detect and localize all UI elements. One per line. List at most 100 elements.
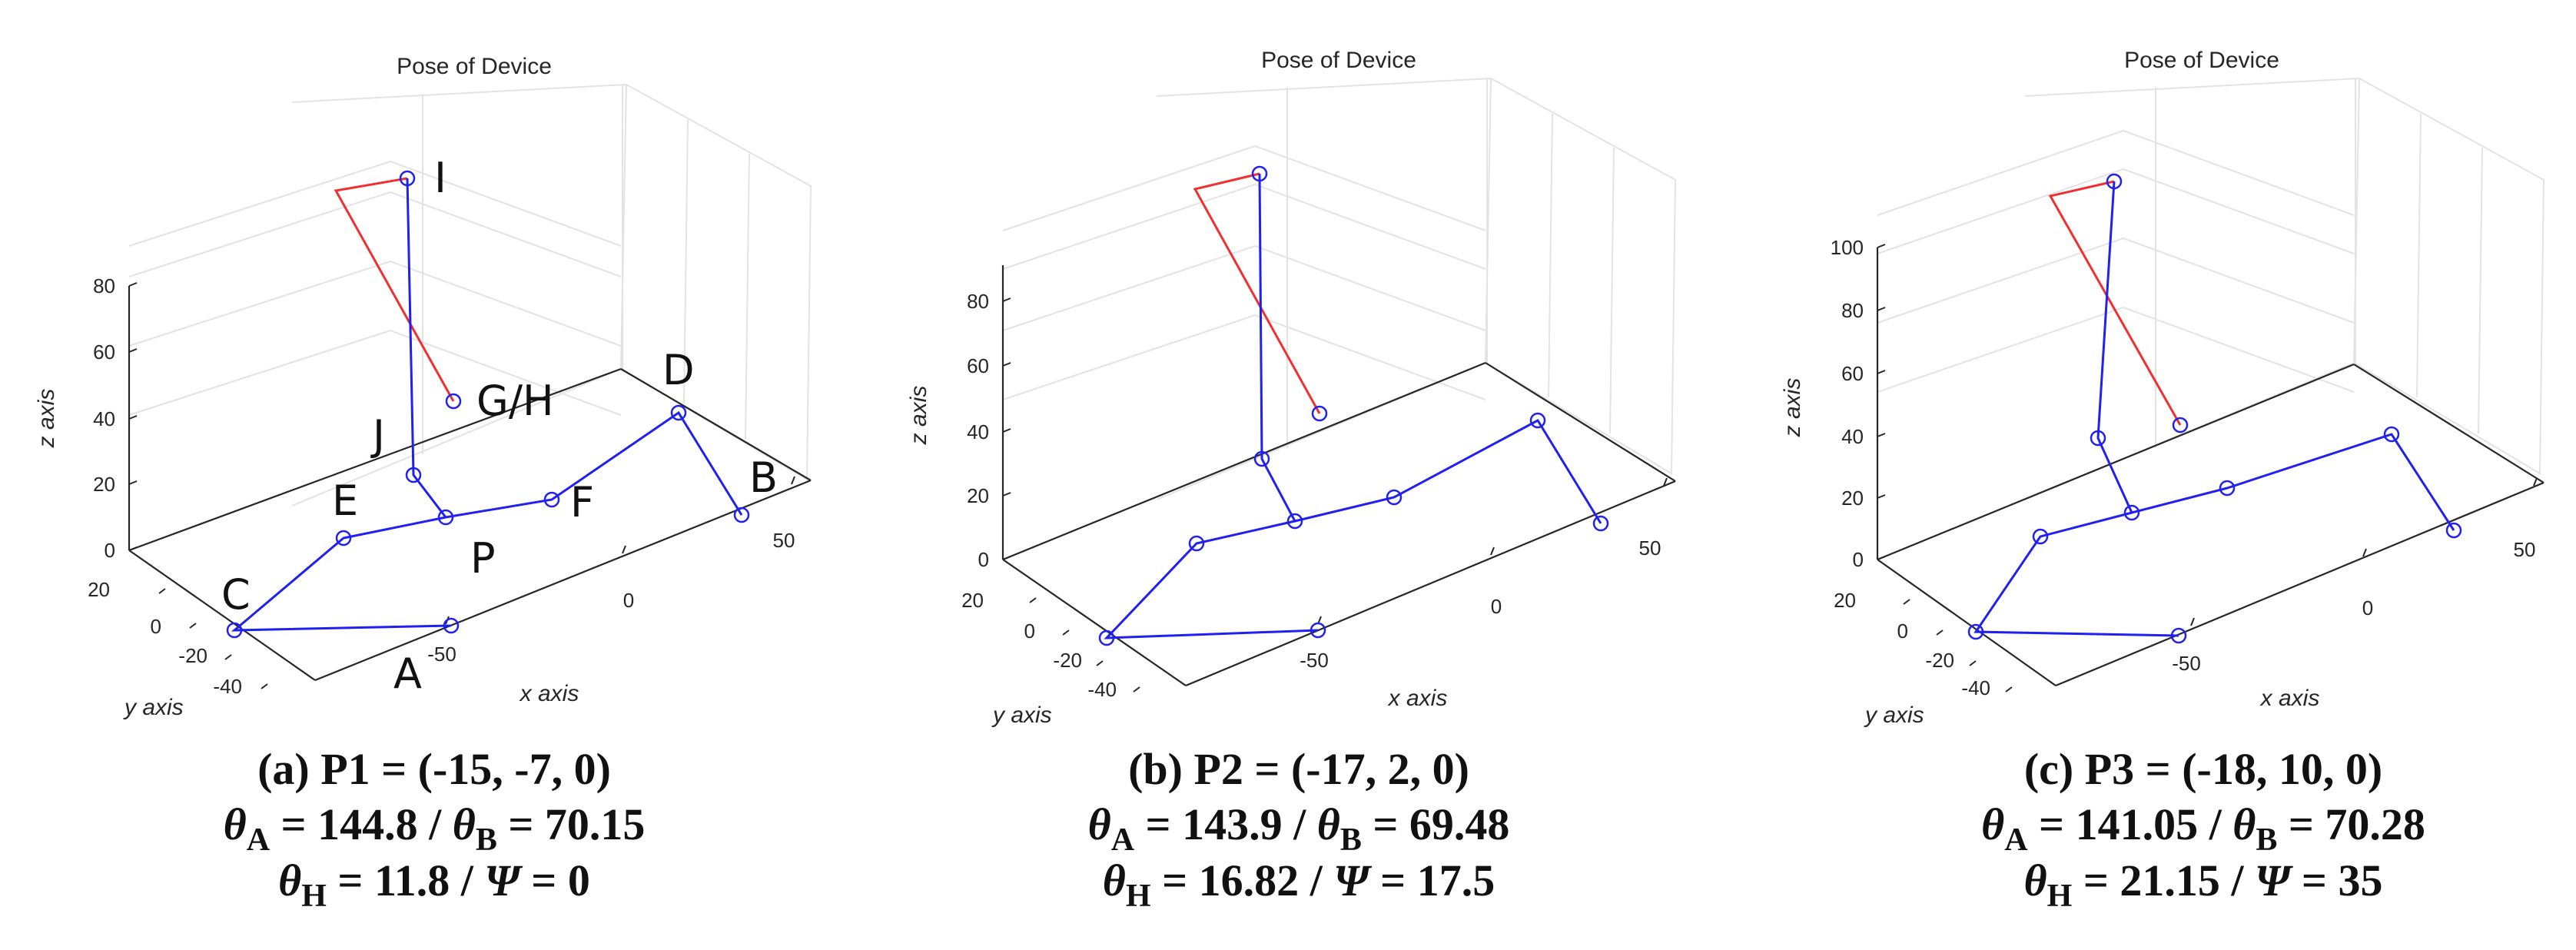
x-tick-mark xyxy=(1490,546,1495,556)
point-label: E xyxy=(332,477,358,525)
grid-line xyxy=(128,160,622,247)
z-axis-label: z axis xyxy=(1780,378,1805,438)
x-tick-label: 50 xyxy=(2514,538,2536,561)
x-tick-label: -50 xyxy=(2172,652,2201,675)
y-axis-label: y axis xyxy=(991,703,1052,728)
data-point xyxy=(226,622,243,639)
data-point xyxy=(1253,450,1270,467)
chart-panel-2: Pose of Device 0 20 40 60 80 z axis 20 0 -20-40 y … xyxy=(906,48,1677,914)
axis-line xyxy=(1877,363,2355,561)
point-label: I xyxy=(434,154,446,202)
z-tick-mark xyxy=(1002,297,1011,302)
caption-line-3: θH = 11.8 / Ψ = 0 xyxy=(278,855,590,914)
x-tick-label: -50 xyxy=(427,643,456,666)
z-tick-label: 80 xyxy=(967,290,989,313)
data-point xyxy=(670,404,687,421)
grid-line xyxy=(683,119,689,404)
z-tick-mark xyxy=(1877,433,1886,437)
z-tick-label: 40 xyxy=(967,420,989,443)
caption-part: A xyxy=(1111,822,1135,858)
z-axis-label: z axis xyxy=(34,389,59,449)
caption-part: θ xyxy=(224,799,247,849)
caption-line-1: (b) P2 = (-17, 2, 0) xyxy=(1128,744,1469,794)
caption-part: = 17.5 xyxy=(1369,855,1495,905)
series-blue-line xyxy=(406,178,743,519)
gridlines xyxy=(1877,77,2545,500)
data-point xyxy=(2170,627,2187,644)
y-tick-mark xyxy=(1903,599,1910,605)
x-tick-label: 0 xyxy=(623,589,634,612)
axes-frame xyxy=(1001,265,1676,687)
data-point xyxy=(2445,522,2462,539)
caption-part: A xyxy=(247,822,271,858)
data-point xyxy=(1310,622,1326,639)
series-red-line xyxy=(334,177,455,402)
z-tick-mark xyxy=(1877,370,1886,374)
caption-part: H xyxy=(1126,879,1151,914)
data-point xyxy=(399,170,416,187)
grid-line xyxy=(128,260,622,347)
z-tick-mark xyxy=(1002,428,1011,433)
z-tick-label: 20 xyxy=(1841,487,1864,510)
caption-part: = 143.9 / xyxy=(1134,799,1317,849)
caption-part: = 0 xyxy=(520,855,590,905)
point-label: F xyxy=(570,478,594,526)
caption-part: Ψ xyxy=(2255,855,2293,905)
x-axis-label: x axis xyxy=(519,681,579,706)
y-tick-label: -40 xyxy=(213,675,242,698)
grid-back-plane xyxy=(291,83,812,507)
axes-frame xyxy=(1876,247,2544,687)
caption-part: θ xyxy=(1103,855,1126,905)
axes-frame xyxy=(128,286,812,682)
x-tick-mark xyxy=(622,545,626,554)
axis-line xyxy=(1185,480,1676,687)
z-tick-label: 0 xyxy=(1853,548,1864,571)
axis-line xyxy=(2055,481,2544,687)
y-tick-label: 20 xyxy=(961,589,984,612)
grid-line xyxy=(1877,306,2355,393)
x-tick-label: 0 xyxy=(1491,595,1502,618)
point-label: A xyxy=(393,649,422,698)
data-point xyxy=(543,491,560,508)
chart-panel-3: Pose of Device 0 20 40 60 80 100 z axis 20 0 -20 -4… xyxy=(1780,48,2545,914)
y-tick-label: 0 xyxy=(151,615,161,638)
caption-line-1: (a) P1 = (-15, -7, 0) xyxy=(257,744,611,794)
data-point xyxy=(2219,480,2236,497)
y-tick-label: -40 xyxy=(1961,676,1990,699)
data-point xyxy=(1188,535,1205,552)
data-point xyxy=(1592,515,1609,532)
y-tick-mark xyxy=(189,623,197,629)
point-label: C xyxy=(221,570,251,619)
z-tick-mark xyxy=(128,348,138,353)
data-point xyxy=(1251,165,1268,182)
z-tick-label: 20 xyxy=(93,473,115,496)
caption-part: θ xyxy=(453,799,476,849)
data-point xyxy=(733,507,750,523)
caption-part: Ψ xyxy=(484,855,523,905)
series-red-line xyxy=(1193,172,1321,414)
caption-line-2: θA = 141.05 / θB = 70.28 xyxy=(1981,799,2425,858)
z-tick-label: 40 xyxy=(93,407,115,430)
y-tick-label: -20 xyxy=(1053,649,1082,672)
grid-line xyxy=(1002,314,1486,400)
x-tick-mark xyxy=(2533,477,2538,487)
z-tick-label: 100 xyxy=(1831,236,1864,259)
z-tick-mark xyxy=(1877,244,1886,248)
axis-line xyxy=(128,550,316,681)
z-tick-mark xyxy=(1002,362,1011,367)
caption-part: B xyxy=(476,822,497,858)
z-tick-label: 20 xyxy=(967,484,989,507)
caption-part: A xyxy=(2004,822,2028,858)
data-point xyxy=(2090,430,2106,447)
z-tick-label: 80 xyxy=(1841,299,1864,322)
caption-part: θ xyxy=(278,855,301,905)
caption-line-2: θA = 143.9 / θB = 69.48 xyxy=(1088,799,1510,858)
data-point xyxy=(335,530,352,546)
caption-part: = 144.8 / xyxy=(270,799,453,849)
x-tick-mark xyxy=(791,476,795,485)
caption-part: θ xyxy=(1088,799,1111,849)
x-tick-label: 0 xyxy=(2362,596,2373,619)
grid-line xyxy=(1877,129,2355,216)
y-tick-mark xyxy=(1133,686,1140,693)
series-blue-line xyxy=(2096,181,2455,531)
